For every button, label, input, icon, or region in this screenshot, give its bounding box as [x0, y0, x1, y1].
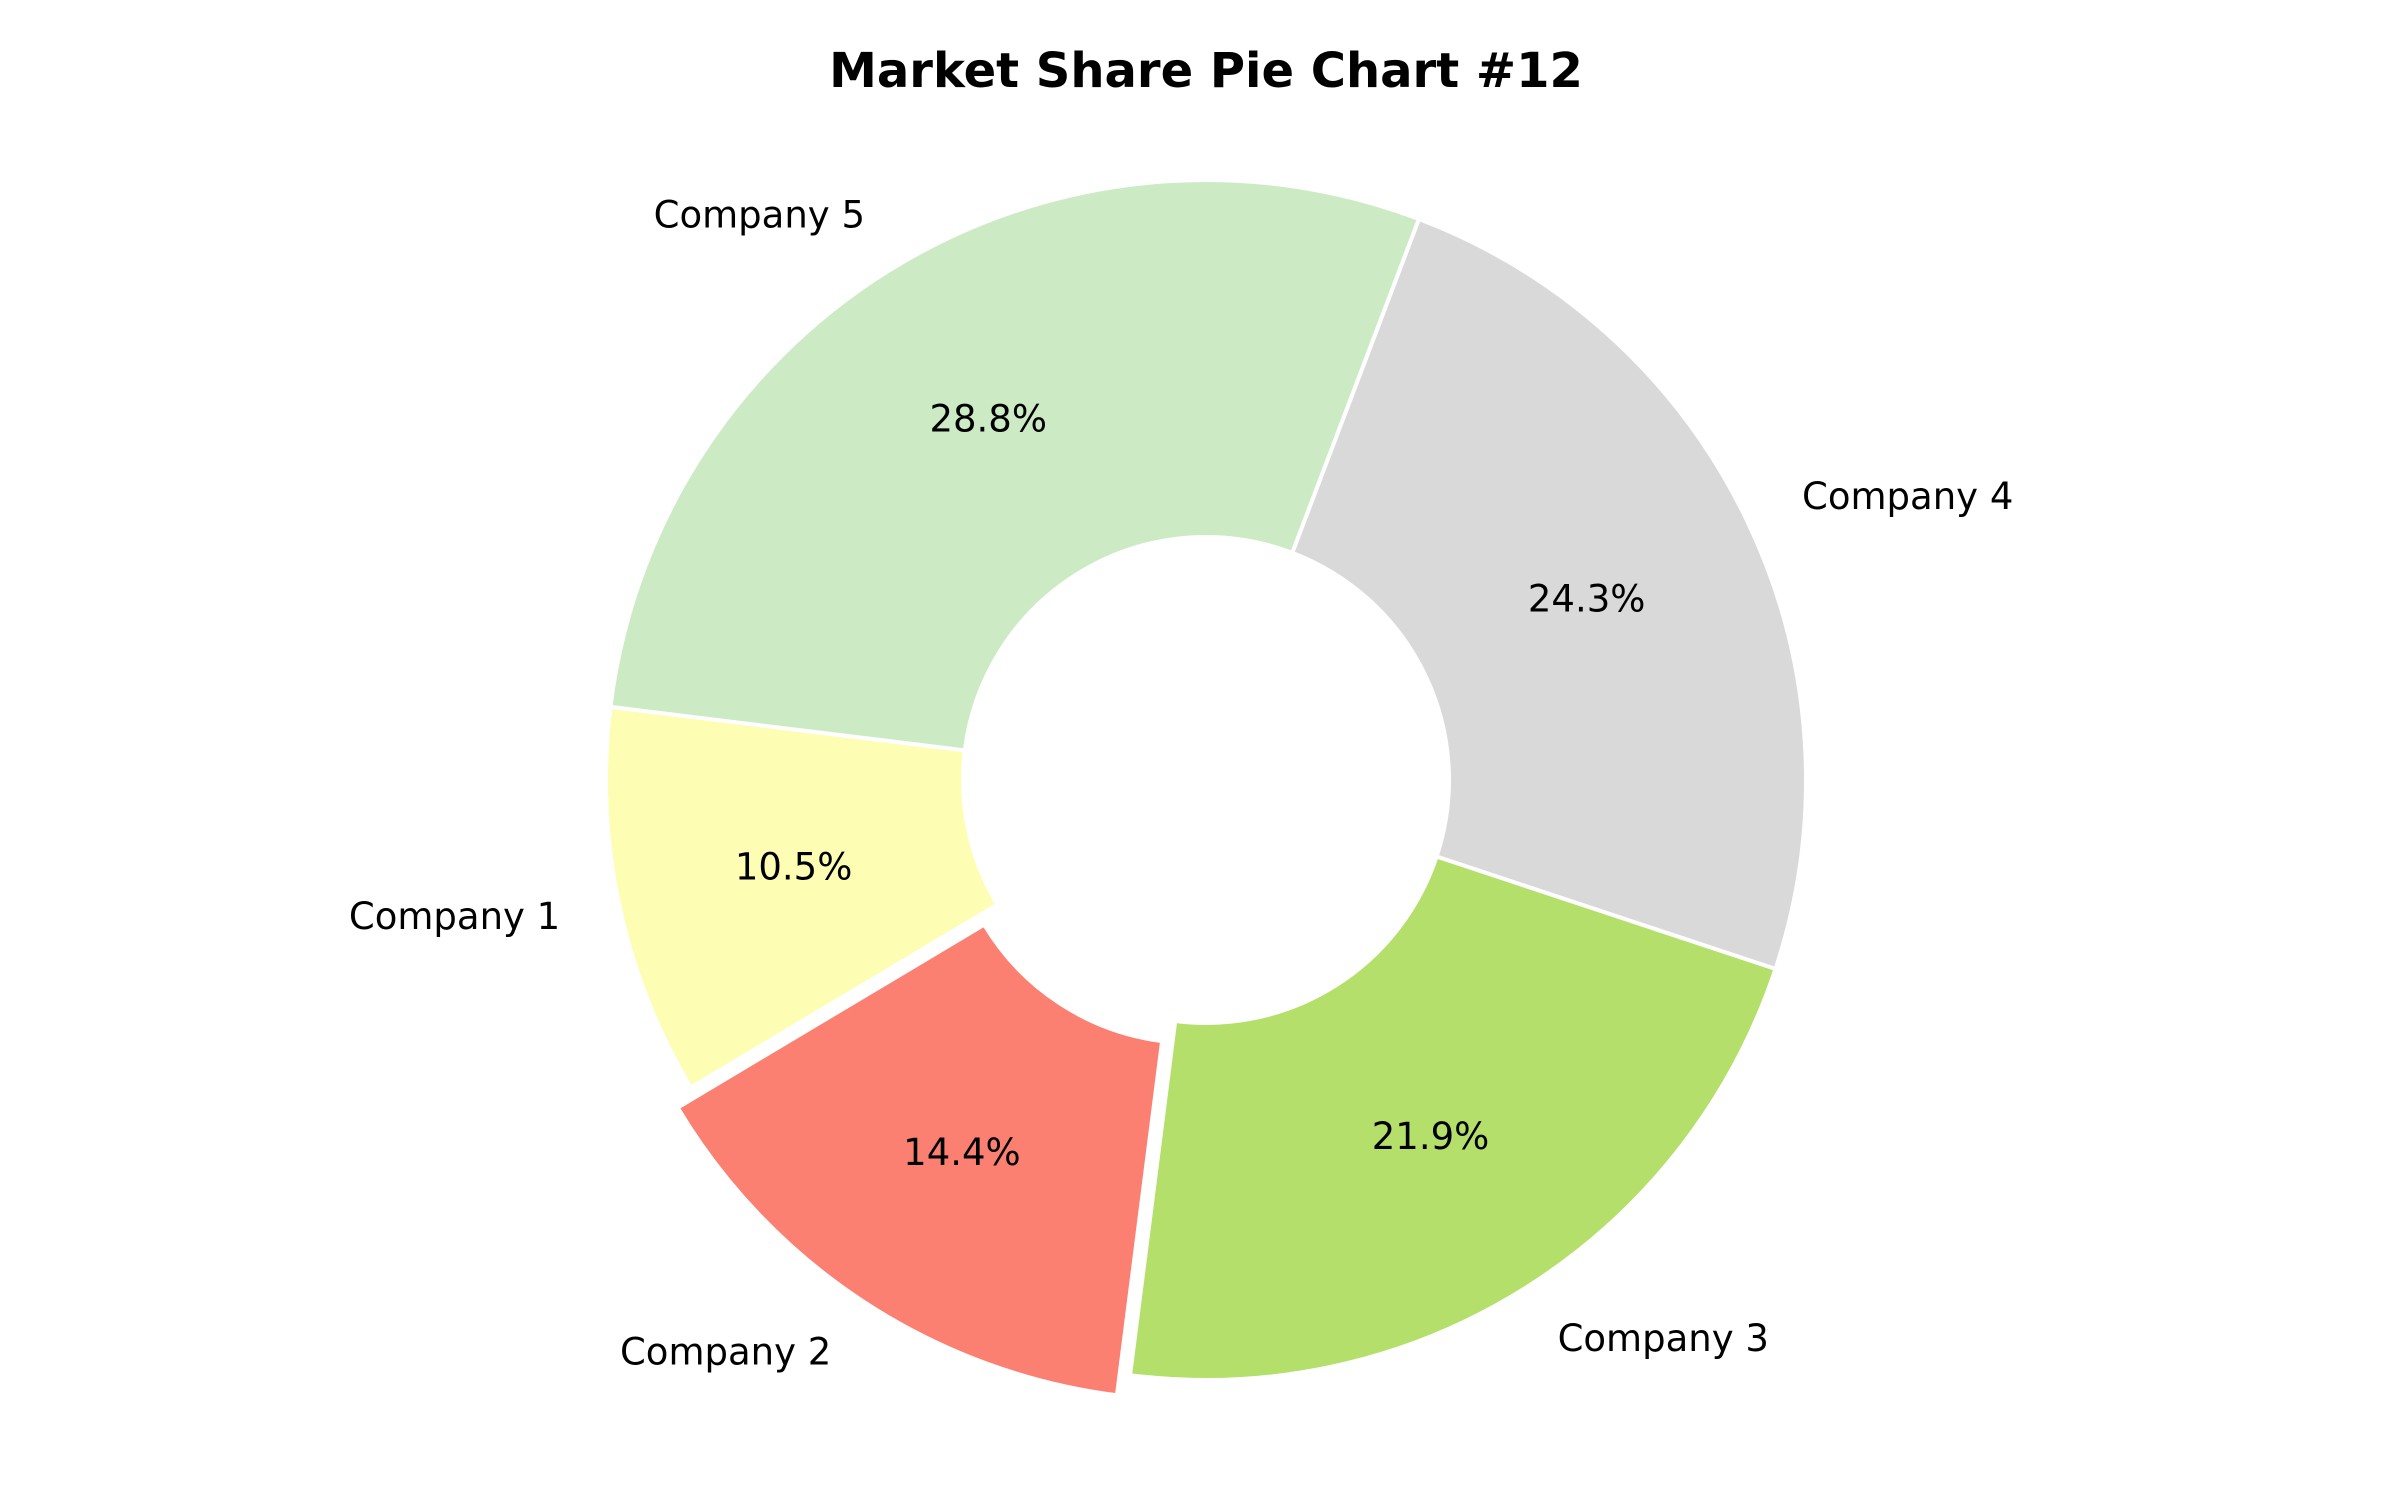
slice-company-5: [608, 178, 1421, 753]
slice-value-company-5: 28.8%: [929, 398, 1047, 441]
slice-company-4: [1290, 217, 1808, 971]
slice-value-company-3: 21.9%: [1372, 1115, 1490, 1158]
slice-label-company-1: Company 1: [349, 895, 560, 938]
slice-company-2: [675, 922, 1165, 1398]
slice-label-company-4: Company 4: [1802, 475, 2013, 518]
labels-group: Company 1 10.5% Company 2 14.4% Company 3 21.…: [349, 193, 2013, 1373]
slice-label-company-5: Company 5: [654, 193, 865, 236]
slice-label-company-3: Company 3: [1558, 1317, 1769, 1360]
slice-value-company-1: 10.5%: [735, 846, 853, 889]
slice-company-1: [604, 704, 1000, 1090]
slice-value-company-4: 24.3%: [1528, 577, 1646, 620]
slices-group: [604, 178, 1808, 1398]
slice-label-company-2: Company 2: [620, 1331, 831, 1374]
slice-value-company-2: 14.4%: [903, 1131, 1021, 1174]
slice-company-3: [1128, 854, 1778, 1382]
chart-title: Market Share Pie Chart #12: [829, 43, 1583, 99]
